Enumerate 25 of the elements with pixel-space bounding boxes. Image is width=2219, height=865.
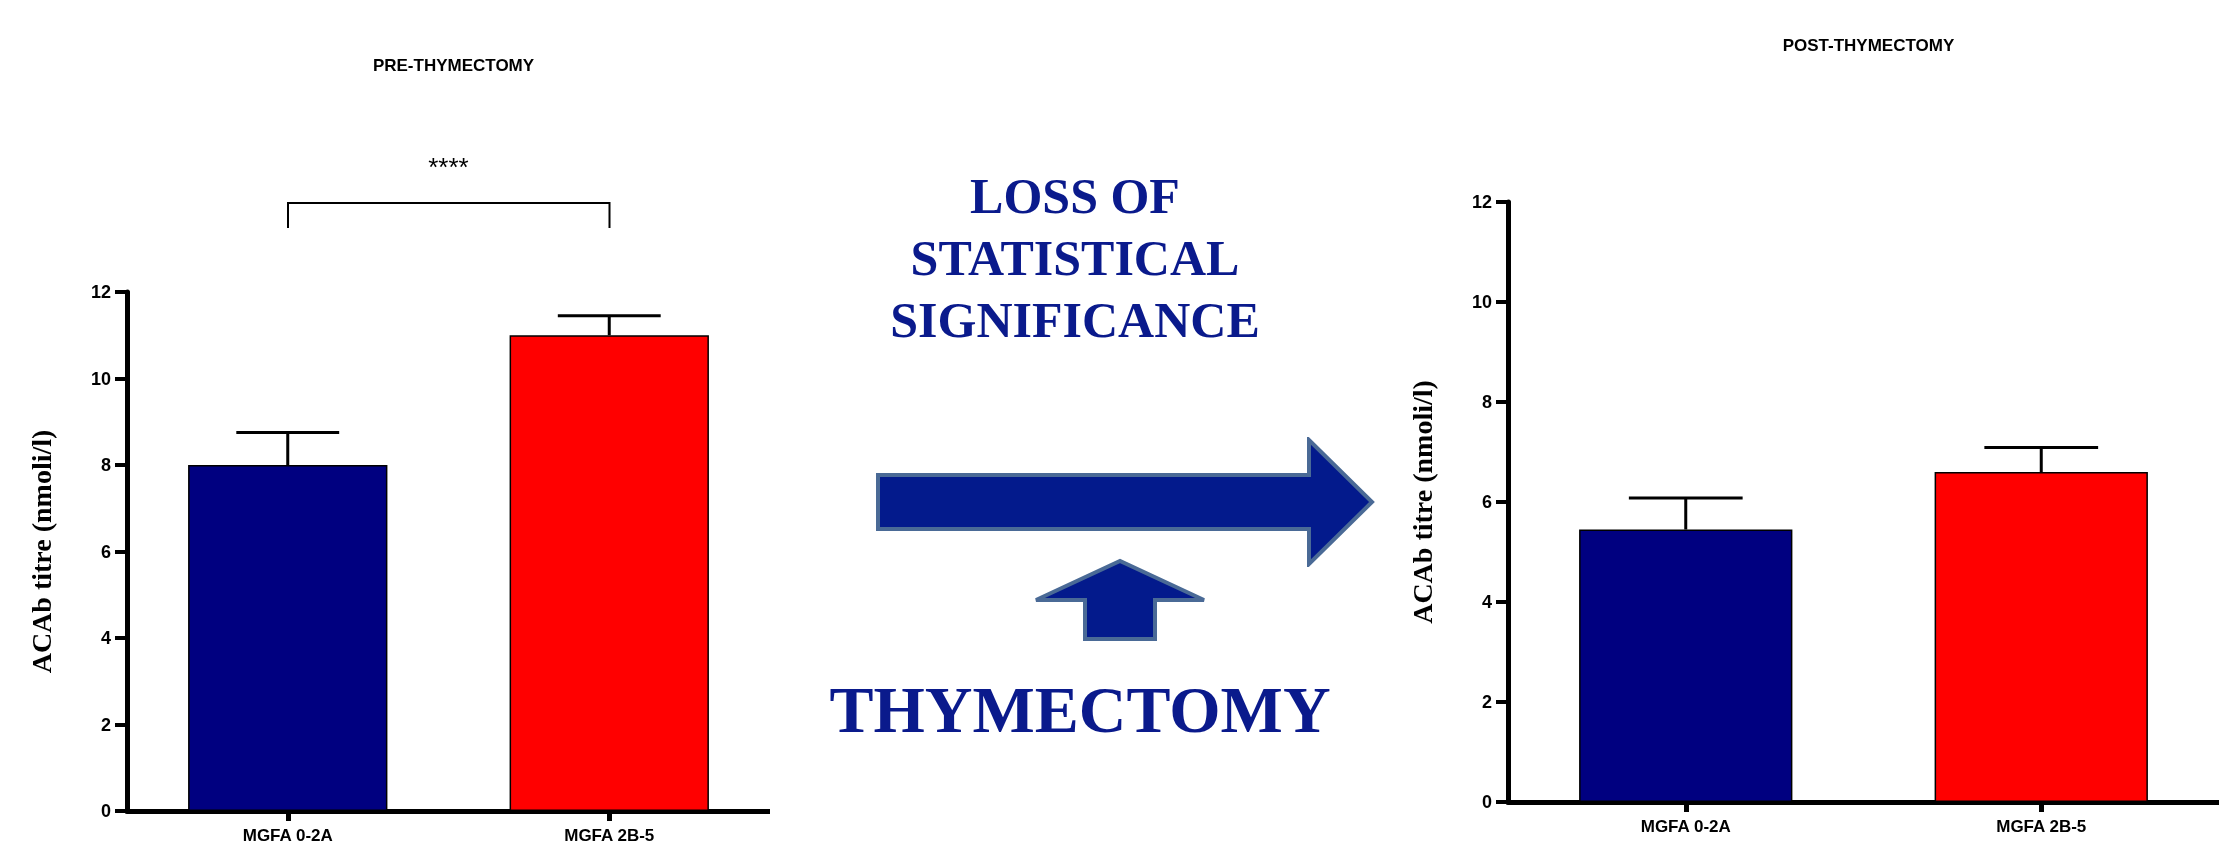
y-tick-label: 0 [1481, 792, 1492, 812]
y-tick-label: 4 [100, 628, 111, 648]
y-tick-label: 2 [1481, 692, 1492, 712]
y-tick-label: 8 [1481, 392, 1492, 412]
chart-title: PRE-THYMECTOMY [372, 56, 535, 75]
y-tick-label: 12 [1471, 192, 1492, 212]
y-tick-label: 8 [100, 455, 111, 475]
text: LOSS OF STATISTICAL SIGNIFICANCE [889, 167, 1261, 350]
y-tick-label: 12 [90, 282, 111, 302]
y-axis-title: ACAb titre (nmoli/l) [25, 429, 57, 674]
y-tick-label: 0 [100, 801, 111, 821]
y-tick-label: 4 [1481, 592, 1492, 612]
y-axis-title: ACAb titre (nmoli/l) [1406, 380, 1438, 624]
x-tick-label: MGFA 2B-5 [1996, 817, 2087, 836]
y-tick-label: 10 [1471, 292, 1492, 312]
y-tick-label: 6 [1481, 492, 1492, 512]
text: **** [427, 152, 470, 183]
y-tick-label: 2 [100, 714, 111, 735]
chart-title: POST-THYMECTOMY [1782, 36, 1955, 55]
y-tick-label: 6 [100, 541, 111, 562]
text: THYMECTOMY [828, 672, 1332, 748]
x-tick-label: MGFA 2B-5 [564, 826, 655, 845]
x-tick-label: MGFA 0-2A [1640, 817, 1731, 836]
x-tick-label: MGFA 0-2A [242, 826, 333, 845]
y-tick-label: 10 [90, 368, 111, 389]
